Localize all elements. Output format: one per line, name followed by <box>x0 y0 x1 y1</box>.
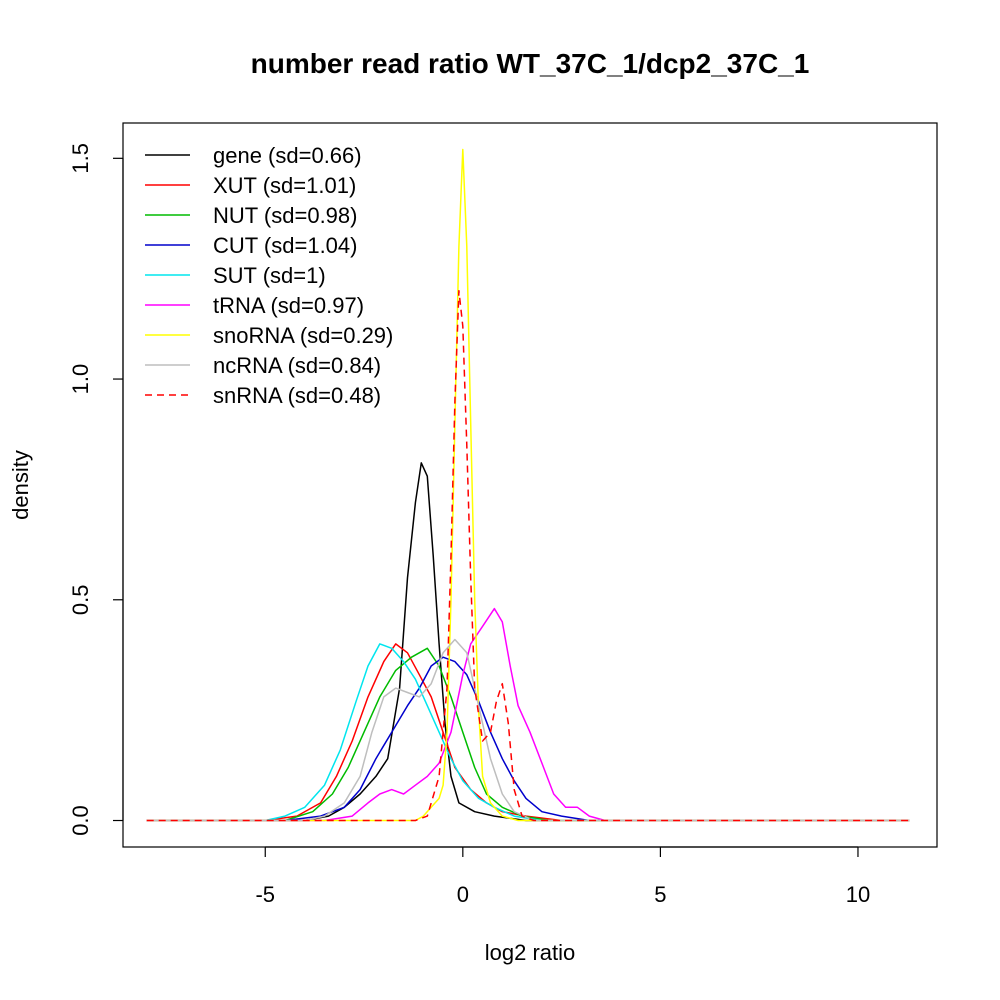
legend-label-1: XUT (sd=1.01) <box>213 173 356 198</box>
y-tick-label: 1.5 <box>68 143 93 174</box>
y-tick-label: 1.0 <box>68 364 93 395</box>
x-tick-label: -5 <box>255 882 275 907</box>
legend-label-3: CUT (sd=1.04) <box>213 233 357 258</box>
chart-title: number read ratio WT_37C_1/dcp2_37C_1 <box>251 48 810 79</box>
series-line-1 <box>146 643 910 822</box>
legend-label-7: ncRNA (sd=0.84) <box>213 353 381 378</box>
series-line-3 <box>146 656 910 822</box>
legend-label-2: NUT (sd=0.98) <box>213 203 357 228</box>
legend-label-6: snoRNA (sd=0.29) <box>213 323 393 348</box>
legend-label-5: tRNA (sd=0.97) <box>213 293 364 318</box>
x-axis: -5 0 5 10 <box>255 846 870 907</box>
series-line-4 <box>146 643 910 822</box>
series-line-0 <box>146 462 910 822</box>
x-axis-label: log2 ratio <box>485 940 576 965</box>
legend: gene (sd=0.66) XUT (sd=1.01) NUT (sd=0.98)… <box>145 143 393 408</box>
y-axis-label: density <box>8 450 33 520</box>
legend-label-4: SUT (sd=1) <box>213 263 326 288</box>
series-line-8 <box>146 290 910 822</box>
series-line-5 <box>146 607 910 822</box>
y-tick-label: 0.0 <box>68 805 93 836</box>
series-line-2 <box>146 647 910 822</box>
y-axis: 0.0 0.5 1.0 1.5 <box>68 143 124 836</box>
legend-label-8: snRNA (sd=0.48) <box>213 383 381 408</box>
plot-frame <box>122 122 938 848</box>
x-tick-label: 0 <box>457 882 469 907</box>
series-line-7 <box>146 638 910 822</box>
series-layer <box>146 148 910 822</box>
series-line-6 <box>146 148 910 822</box>
y-tick-label: 0.5 <box>68 584 93 615</box>
legend-label-0: gene (sd=0.66) <box>213 143 362 168</box>
x-tick-label: 10 <box>846 882 870 907</box>
x-tick-label: 5 <box>654 882 666 907</box>
